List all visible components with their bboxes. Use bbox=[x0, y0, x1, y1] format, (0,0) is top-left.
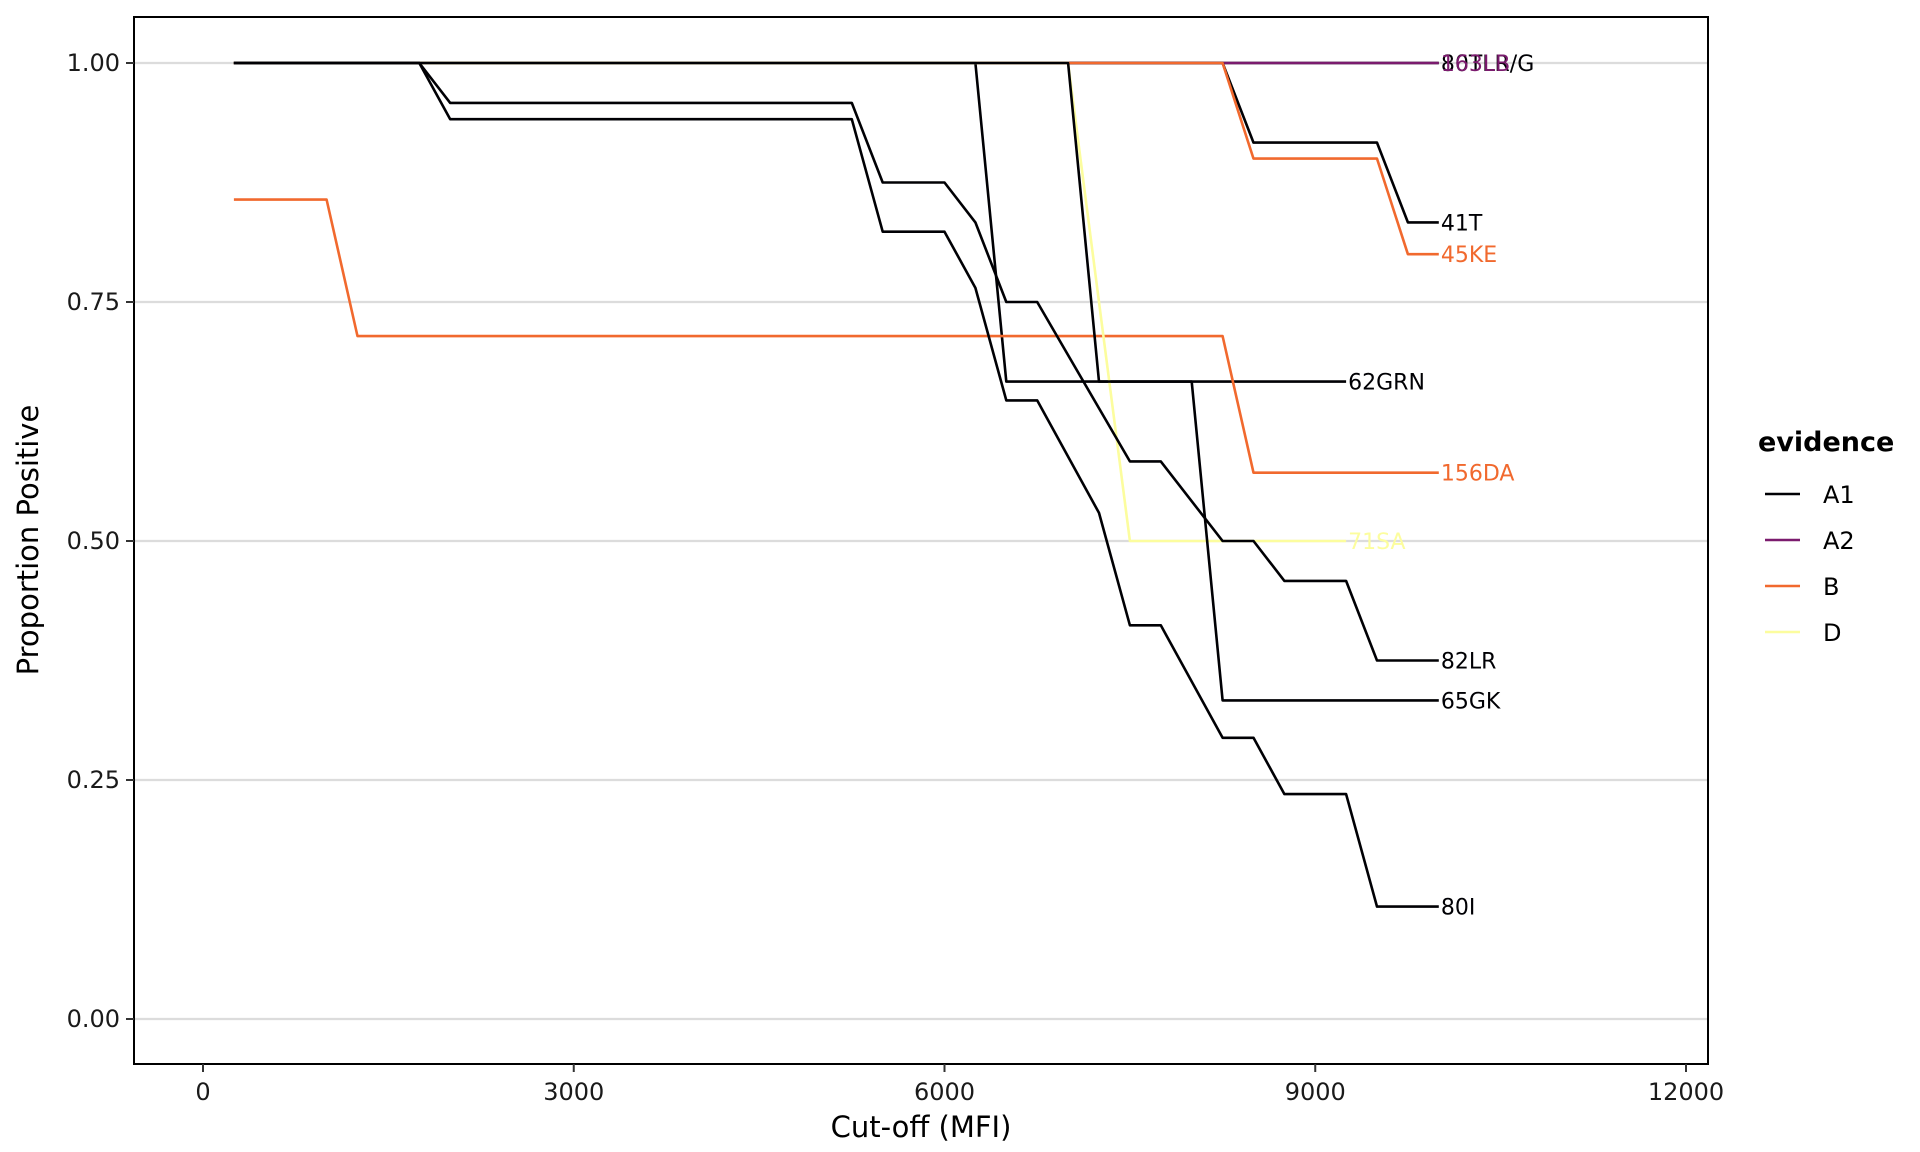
x-tick-label: 12000 bbox=[1648, 1078, 1724, 1106]
x-tick-label: 6000 bbox=[914, 1078, 975, 1106]
line-label: 80TLR/G bbox=[1441, 52, 1534, 77]
x-axis: 0 3000 6000 9000 12000 bbox=[195, 1064, 1724, 1106]
y-tick-label: 0.00 bbox=[67, 1005, 120, 1033]
legend: evidence A1 A2 BD bbox=[1758, 427, 1894, 647]
y-tick-label: 1.00 bbox=[67, 49, 120, 77]
legend-label: A2 bbox=[1823, 527, 1855, 555]
series-line-80i bbox=[233, 61, 1439, 908]
y-axis: 0.00 0.25 0.50 0.75 1.00 bbox=[67, 49, 134, 1033]
series-line-156da bbox=[233, 198, 1439, 475]
line-label: 156DA bbox=[1441, 462, 1515, 487]
line-label: 41T bbox=[1441, 211, 1483, 236]
line-label: 82LR bbox=[1441, 650, 1497, 675]
series-line-65gk bbox=[233, 61, 1439, 702]
line-label: 65GK bbox=[1441, 689, 1501, 714]
line-label: 45KE bbox=[1441, 243, 1497, 268]
series-layer bbox=[233, 61, 1439, 908]
y-tick-label: 0.50 bbox=[67, 527, 120, 555]
legend-title: evidence bbox=[1758, 427, 1894, 458]
y-tick-label: 0.75 bbox=[67, 288, 120, 316]
series-line-82lr bbox=[233, 61, 1439, 662]
y-tick-label: 0.25 bbox=[67, 766, 120, 794]
line-label: 80I bbox=[1441, 896, 1475, 921]
y-axis-title: Proportion Positive bbox=[11, 405, 45, 676]
x-axis-title: Cut-off (MFI) bbox=[831, 1110, 1012, 1144]
legend-label: A1 bbox=[1823, 481, 1855, 509]
legend-label: D bbox=[1823, 619, 1841, 647]
x-tick-label: 3000 bbox=[543, 1078, 604, 1106]
x-tick-label: 9000 bbox=[1285, 1078, 1346, 1106]
line-label: 163LB bbox=[1441, 52, 1510, 77]
line-label: 71SA bbox=[1348, 530, 1405, 555]
x-tick-label: 0 bbox=[195, 1078, 210, 1106]
line-label: 62GRN bbox=[1348, 371, 1425, 396]
legend-label: B bbox=[1823, 573, 1839, 601]
